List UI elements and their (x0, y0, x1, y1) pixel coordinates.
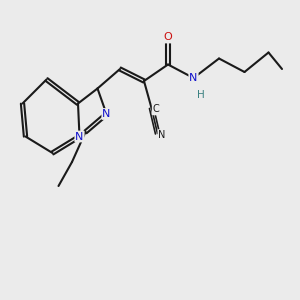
Text: N: N (75, 131, 84, 142)
Text: H: H (197, 89, 205, 100)
Text: N: N (189, 73, 198, 83)
Text: O: O (164, 32, 172, 43)
Text: C: C (153, 104, 159, 115)
Text: N: N (102, 109, 111, 119)
Text: N: N (158, 130, 166, 140)
